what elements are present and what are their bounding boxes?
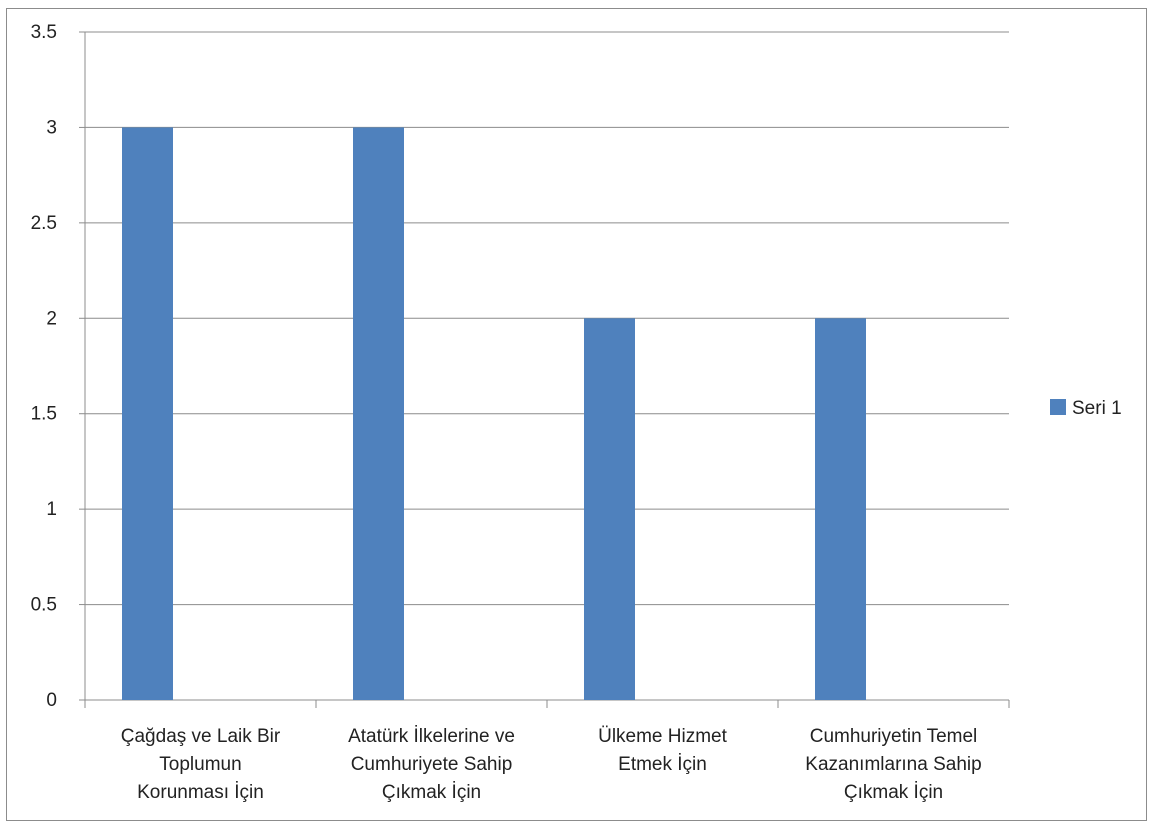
y-tick-label: 2.5 bbox=[31, 213, 57, 234]
x-category-label-line: Korunması İçin bbox=[137, 782, 264, 803]
bar bbox=[584, 318, 635, 700]
x-category-label-line: Atatürk İlkelerine ve bbox=[348, 726, 515, 747]
y-tick-label: 1 bbox=[46, 499, 57, 520]
y-tick-label: 3.5 bbox=[31, 22, 57, 43]
y-tick-label: 0.5 bbox=[31, 595, 57, 616]
x-category-label: Cumhuriyetin Temel Kazanımlarına Sahip Çık… bbox=[805, 726, 981, 803]
x-category-label-line: Çıkmak İçin bbox=[382, 782, 481, 803]
legend-label: Seri 1 bbox=[1072, 398, 1122, 419]
x-category-label-line: Kazanımlarına Sahip bbox=[805, 754, 981, 775]
y-tick-label: 2 bbox=[46, 308, 57, 329]
chart-frame bbox=[6, 8, 1147, 821]
bar bbox=[122, 127, 173, 700]
x-category-label-line: Toplumun bbox=[159, 754, 241, 775]
x-category-label-line: Çıkmak İçin bbox=[844, 782, 943, 803]
bar bbox=[815, 318, 866, 700]
y-tick-label: 0 bbox=[46, 690, 57, 711]
bar bbox=[353, 127, 404, 700]
y-tick-label: 1.5 bbox=[31, 404, 57, 425]
x-category-label-line: Etmek İçin bbox=[618, 754, 707, 775]
y-tick-label: 3 bbox=[46, 117, 57, 138]
x-category-label: Çağdaş ve Laik Bir Toplumun Korunması İçin bbox=[121, 726, 281, 803]
x-category-label: Atatürk İlkelerine ve Cumhuriyete Sahip Çı… bbox=[348, 726, 515, 803]
x-category-label: Ülkeme Hizmet Etmek İçin bbox=[598, 726, 728, 775]
legend-swatch bbox=[1050, 399, 1066, 415]
x-category-label-line: Cumhuriyete Sahip bbox=[351, 754, 513, 775]
x-category-label-line: Cumhuriyetin Temel bbox=[810, 726, 978, 747]
x-category-label-line: Çağdaş ve Laik Bir bbox=[121, 726, 281, 747]
x-category-label-line: Ülkeme Hizmet bbox=[598, 726, 728, 747]
